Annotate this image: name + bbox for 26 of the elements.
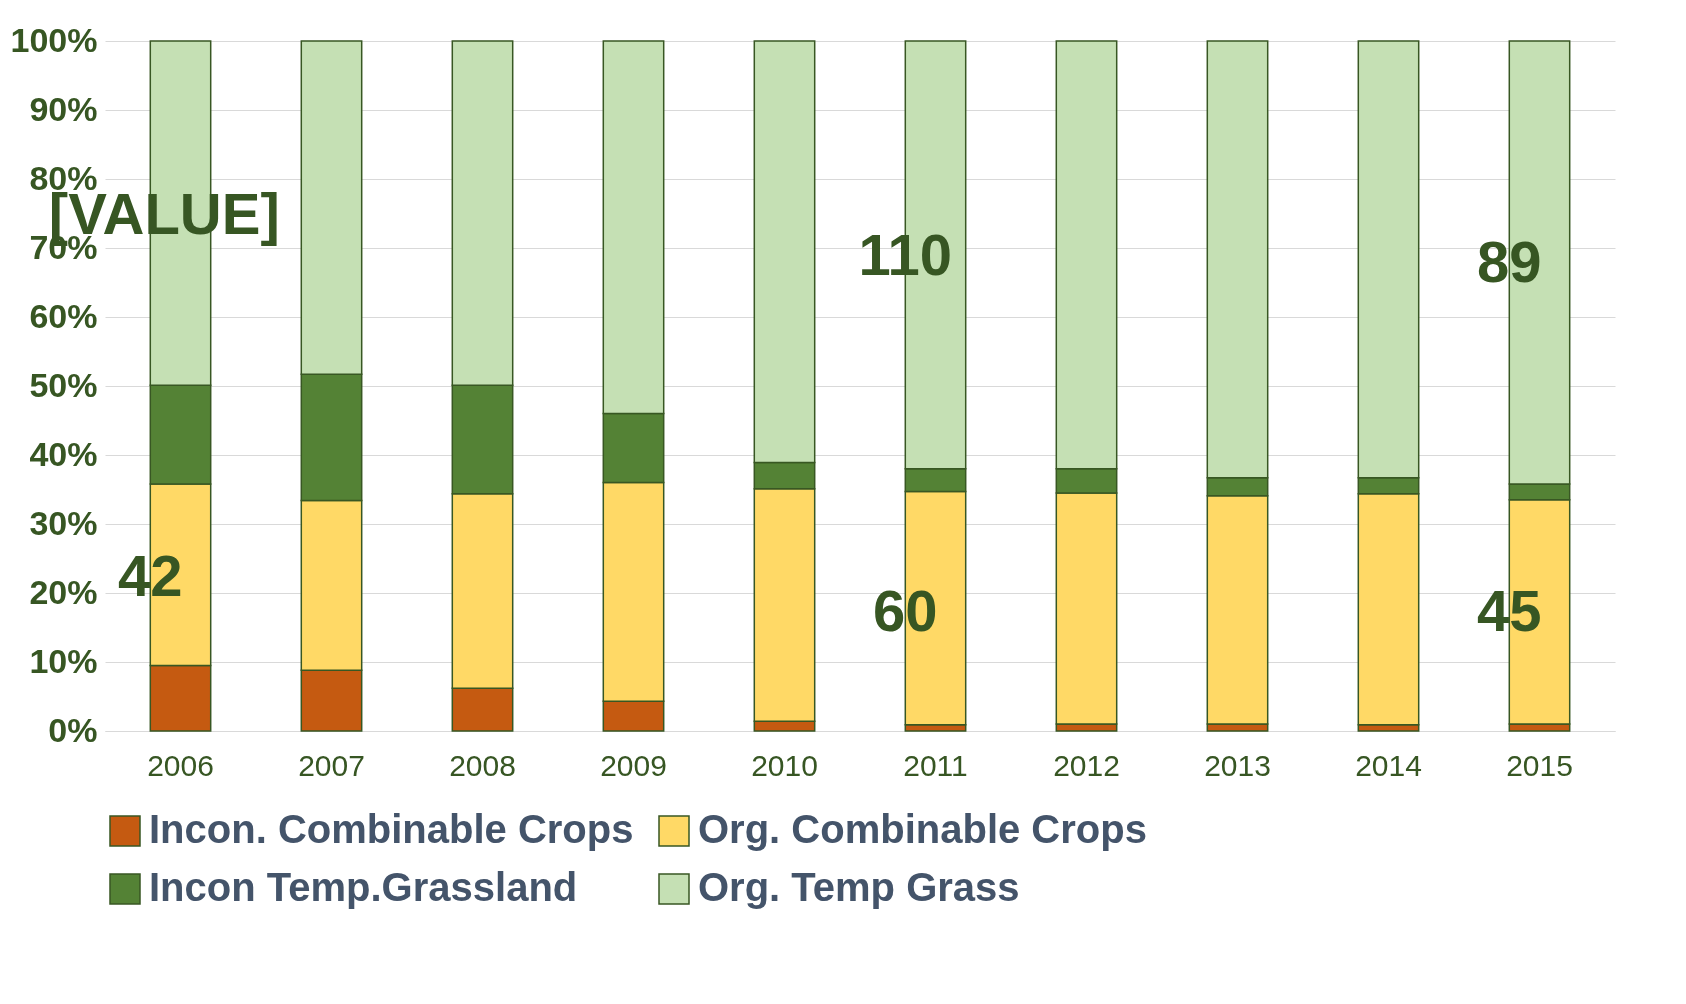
y-tick-label: 60% <box>29 296 98 335</box>
annotation: 60 <box>873 577 938 643</box>
y-tick-label: 90% <box>29 89 98 128</box>
x-tick-label: 2013 <box>1204 748 1271 782</box>
legend-label: Org. Temp Grass <box>698 865 1020 909</box>
y-tick-label: 0% <box>48 710 98 749</box>
y-tick-label: 10% <box>29 641 98 680</box>
y-tick-label: 30% <box>29 503 98 542</box>
annotation: 42 <box>118 543 183 609</box>
x-tick-label: 2011 <box>903 748 968 782</box>
annotation: 45 <box>1477 577 1542 643</box>
y-tick-label: 50% <box>29 365 98 404</box>
legend-label: Org. Combinable Crops <box>698 807 1147 851</box>
x-tick-label: 2006 <box>147 748 214 782</box>
x-tick-label: 2014 <box>1355 748 1422 782</box>
x-tick-label: 2012 <box>1053 748 1120 782</box>
x-tick-label: 2008 <box>449 748 516 782</box>
legend-label: Incon. Combinable Crops <box>149 807 634 851</box>
y-tick-label: 100% <box>10 20 98 59</box>
y-tick-label: 40% <box>29 434 98 473</box>
y-tick-label: 20% <box>29 572 98 611</box>
x-tick-label: 2007 <box>298 748 365 782</box>
legend-label: Incon Temp.Grassland <box>149 865 578 909</box>
x-tick-label: 2015 <box>1506 748 1573 782</box>
x-tick-label: 2009 <box>600 748 667 782</box>
x-tick-label: 2010 <box>751 748 818 782</box>
